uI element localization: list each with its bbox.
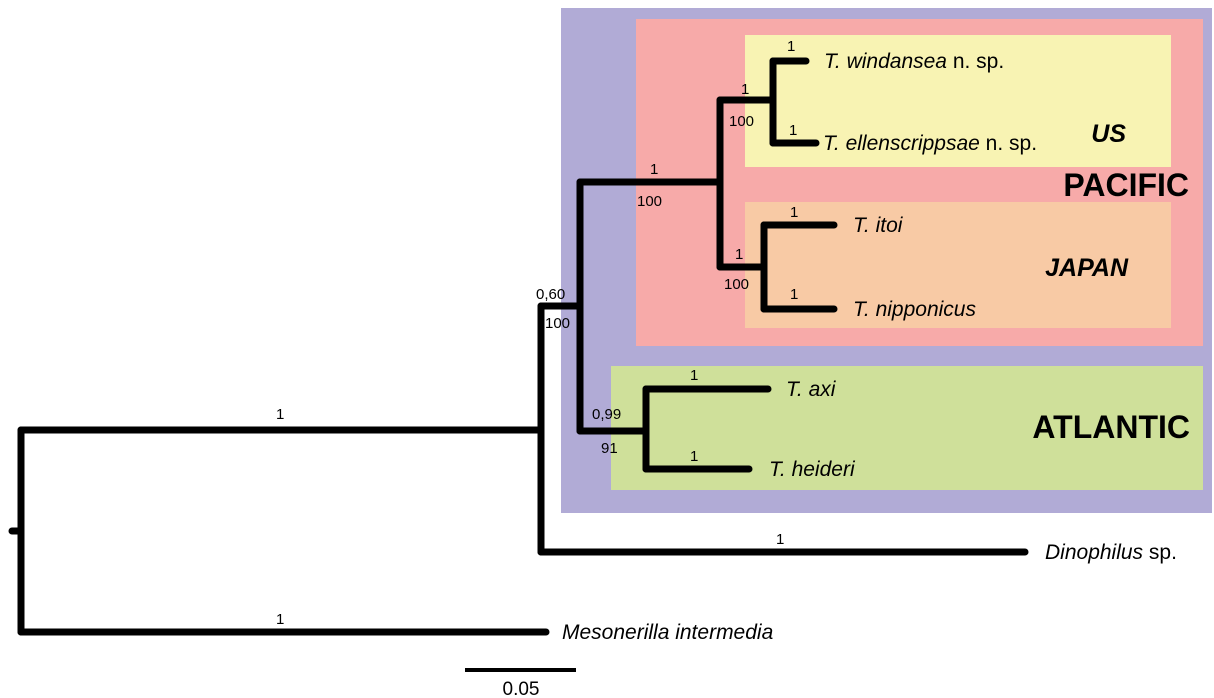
group-label-pacific: PACIFIC — [1063, 167, 1189, 203]
support-ingroup-pp: 1 — [276, 406, 284, 423]
support-pacific-clade-pp: 1 — [650, 161, 658, 178]
support-japan-clade-pp: 1 — [735, 246, 743, 263]
tip-windansea-epithet: windansea — [847, 50, 947, 73]
group-label-japan: JAPAN — [1045, 254, 1129, 282]
tip-ellenscrippsae: T. ellenscrippsae n. sp. — [823, 132, 1037, 155]
tip-axi-genus: T. — [786, 378, 803, 401]
tip-axi-epithet: axi — [809, 378, 837, 401]
support-windansea-pp: 1 — [787, 38, 795, 55]
group-label-atlantic: ATLANTIC — [1032, 409, 1190, 445]
scale-bar-label: 0.05 — [503, 679, 540, 698]
support-atlantic-clade-bs: 91 — [601, 440, 618, 457]
tip-ellenscrippsae-suffix: n. sp. — [986, 132, 1037, 155]
tip-mesonerilla: Mesonerilla intermedia — [562, 621, 773, 644]
tip-itoi: T. itoi — [853, 214, 904, 237]
scale-bar: 0.05 — [465, 668, 576, 698]
tip-windansea-suffix: n. sp. — [953, 50, 1004, 73]
support-itoi-pp: 1 — [790, 204, 798, 221]
tip-nipponicus: T. nipponicus — [853, 298, 976, 321]
support-atlantic-clade-pp: 0,99 — [592, 406, 621, 423]
tree-branches — [8, 57, 1029, 636]
support-pacific-clade-bs: 100 — [637, 193, 662, 210]
tip-heideri: T. heideri — [769, 458, 856, 481]
group-label-us: US — [1091, 120, 1126, 148]
support-japan-clade-bs: 100 — [724, 276, 749, 293]
support-us-clade-pp: 1 — [741, 81, 749, 98]
tip-itoi-epithet: itoi — [876, 214, 904, 237]
tip-itoi-genus: T. — [853, 214, 870, 237]
tip-dinophilus-suffix: sp. — [1149, 541, 1177, 564]
support-trilobodrilus-pp: 0,60 — [536, 286, 565, 303]
support-nipponicus-pp: 1 — [790, 286, 798, 303]
tip-axi: T. axi — [786, 378, 837, 401]
support-dinophilus-pp: 1 — [776, 531, 784, 548]
tip-labels: T. windansea n. sp. T. ellenscrippsae n.… — [562, 50, 1177, 644]
tip-dinophilus: Dinophilus sp. — [1045, 541, 1177, 564]
tip-windansea-genus: T. — [824, 50, 841, 73]
tip-nipponicus-epithet: nipponicus — [876, 298, 977, 321]
support-values: 1 1 100 1 1 100 1 1 100 1 0,60 100 1 0,9… — [276, 38, 798, 628]
tip-ellenscrippsae-epithet: ellenscrippsae — [846, 132, 980, 155]
tip-ellenscrippsae-genus: T. — [823, 132, 840, 155]
support-trilobodrilus-bs: 100 — [545, 315, 570, 332]
support-axi-pp: 1 — [690, 367, 698, 384]
tip-nipponicus-genus: T. — [853, 298, 870, 321]
tip-dinophilus-genus: Dinophilus — [1045, 541, 1144, 564]
tip-windansea: T. windansea n. sp. — [824, 50, 1004, 73]
support-mesonerilla-pp: 1 — [276, 611, 284, 628]
support-heideri-pp: 1 — [690, 448, 698, 465]
tip-heideri-epithet: heideri — [792, 458, 856, 481]
tip-heideri-genus: T. — [769, 458, 786, 481]
support-us-clade-bs: 100 — [729, 113, 754, 130]
tip-mesonerilla-name: Mesonerilla intermedia — [562, 621, 773, 644]
support-ellenscrippsae-pp: 1 — [789, 122, 797, 139]
